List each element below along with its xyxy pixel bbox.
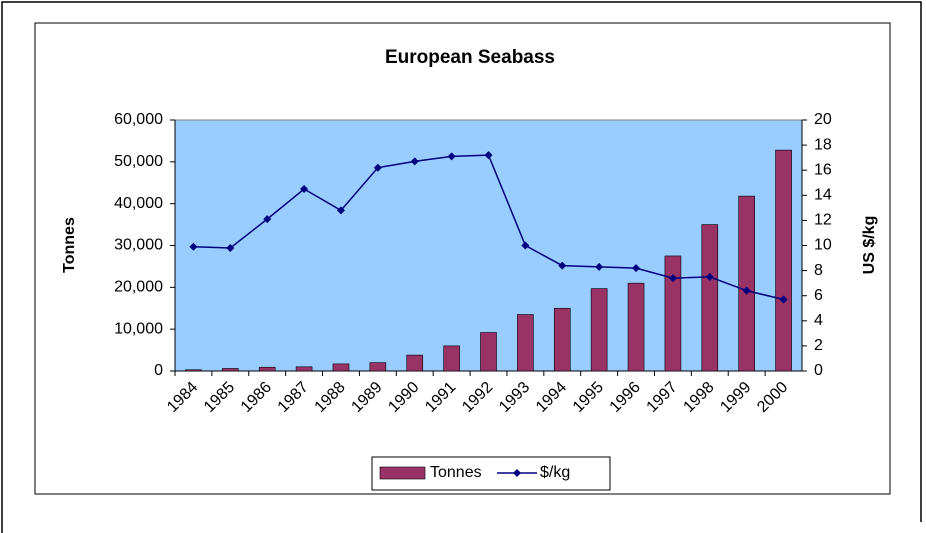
bar bbox=[553, 307, 571, 372]
y2-tick-label: 20 bbox=[814, 111, 832, 128]
marker bbox=[558, 261, 567, 270]
marker bbox=[595, 262, 604, 271]
bar bbox=[627, 282, 645, 372]
y2-tick-label: 16 bbox=[814, 161, 832, 178]
bar bbox=[332, 363, 350, 372]
bar bbox=[517, 314, 534, 372]
bar bbox=[295, 366, 313, 372]
marker bbox=[189, 242, 198, 251]
marker bbox=[300, 185, 309, 194]
marker bbox=[742, 286, 751, 295]
marker bbox=[705, 272, 714, 281]
bar bbox=[590, 288, 608, 372]
y2-tick-label: 12 bbox=[814, 212, 832, 229]
y2-tick-label: 8 bbox=[814, 262, 823, 279]
bar bbox=[258, 366, 276, 372]
marker bbox=[779, 295, 788, 304]
bar bbox=[701, 224, 719, 372]
marker bbox=[447, 152, 456, 161]
marker bbox=[373, 163, 382, 172]
y2-tick-label: 2 bbox=[814, 337, 823, 354]
marker bbox=[484, 151, 493, 160]
y2-tick-label: 0 bbox=[814, 362, 823, 379]
y-tick-label: 10,000 bbox=[114, 320, 163, 337]
bar bbox=[738, 195, 755, 372]
y2-tick-label: 14 bbox=[814, 187, 832, 204]
bar bbox=[406, 354, 424, 372]
bar bbox=[664, 255, 682, 372]
bar bbox=[443, 345, 460, 372]
marker bbox=[263, 215, 272, 224]
y-tick-label: 60,000 bbox=[114, 111, 163, 128]
y2-axis-title: US $/kg bbox=[861, 216, 878, 275]
legend-label: $/kg bbox=[540, 464, 570, 481]
y-tick-label: 40,000 bbox=[114, 195, 163, 212]
bar bbox=[480, 332, 497, 372]
y-tick-label: 50,000 bbox=[114, 153, 163, 170]
marker bbox=[410, 157, 419, 166]
y-tick-label: 20,000 bbox=[114, 279, 163, 296]
bar bbox=[369, 362, 387, 372]
plot-area bbox=[174, 119, 803, 372]
y2-tick-label: 6 bbox=[814, 287, 823, 304]
y-tick-label: 0 bbox=[154, 362, 163, 379]
marker bbox=[668, 274, 677, 283]
marker bbox=[521, 241, 530, 250]
bar bbox=[775, 149, 792, 372]
marker bbox=[632, 264, 641, 273]
y-axis-title: Tonnes bbox=[61, 217, 78, 273]
y2-tick-label: 10 bbox=[814, 237, 832, 254]
y2-tick-label: 4 bbox=[814, 312, 823, 329]
bar bbox=[185, 369, 202, 372]
chart-title: European Seabass bbox=[385, 47, 555, 68]
marker bbox=[336, 206, 345, 215]
y2-tick-label: 18 bbox=[814, 136, 832, 153]
legend-marker bbox=[513, 469, 521, 477]
y-tick-label: 30,000 bbox=[114, 237, 163, 254]
legend-swatch bbox=[379, 466, 426, 480]
bar bbox=[222, 368, 239, 372]
legend-label: Tonnes bbox=[430, 464, 482, 481]
marker bbox=[226, 244, 235, 253]
